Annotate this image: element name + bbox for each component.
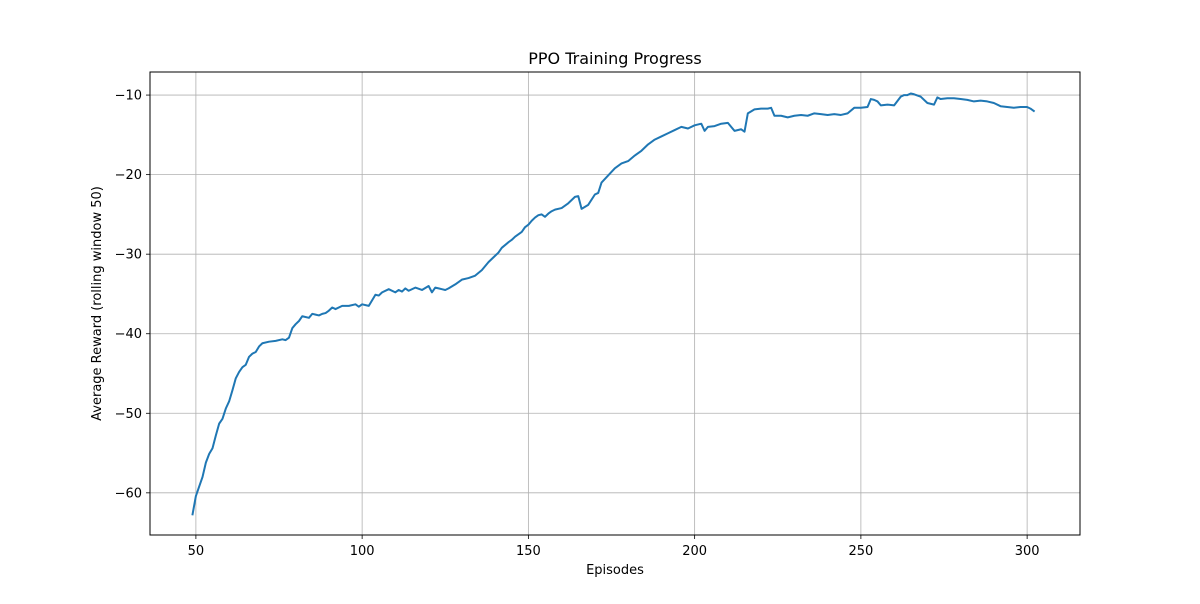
grid [150,72,1080,535]
x-tick-label: 250 [848,544,873,559]
y-tick-label: −50 [115,407,142,422]
x-axis: 50 100 150 200 250 300 [188,535,1040,559]
x-tick-label: 100 [350,544,375,559]
x-tick-label: 50 [188,544,205,559]
series-layer [191,92,1036,516]
y-axis-label: Average Reward (rolling window 50) [90,186,105,421]
y-tick-label: −30 [115,248,142,263]
y-tick-label: −20 [115,168,142,183]
x-tick-label: 150 [516,544,541,559]
y-tick-label: −60 [115,486,142,501]
x-tick-label: 200 [682,544,707,559]
reward-series-line [191,92,1036,516]
y-tick-label: −40 [115,327,142,342]
x-axis-label: Episodes [586,563,644,578]
plot-frame [149,71,1081,536]
y-tick-label: −10 [115,89,142,104]
y-axis: −60 −50 −40 −30 −20 −10 [115,89,150,501]
x-tick-label: 300 [1015,544,1040,559]
chart-title: PPO Training Progress [528,49,701,68]
